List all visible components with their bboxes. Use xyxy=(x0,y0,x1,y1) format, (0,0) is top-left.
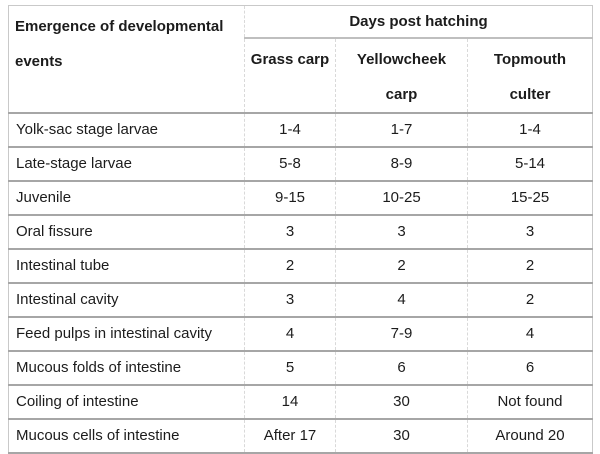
value-cell: 15-25 xyxy=(467,179,593,215)
event-label-cell: Late-stage larvae xyxy=(8,145,245,181)
value-cell: 5-8 xyxy=(244,145,336,181)
value-cell: 2 xyxy=(335,247,468,283)
value-cell: 8-9 xyxy=(335,145,468,181)
table-row: Late-stage larvae 5-8 8-9 5-14 xyxy=(8,145,593,181)
table-row: Yolk-sac stage larvae 1-4 1-7 1-4 xyxy=(8,111,593,147)
value-cell: 30 xyxy=(335,383,468,419)
table-row: Coiling of intestine 14 30 Not found xyxy=(8,383,593,419)
event-label-cell: Coiling of intestine xyxy=(8,383,245,419)
value-cell: Around 20 xyxy=(467,417,593,454)
event-label-cell: Intestinal tube xyxy=(8,247,245,283)
column-header-topmouth-culter: Topmouth culter xyxy=(467,37,593,113)
value-cell: 4 xyxy=(244,315,336,351)
event-label-cell: Intestinal cavity xyxy=(8,281,245,317)
value-cell: 1-7 xyxy=(335,111,468,147)
value-cell: After 17 xyxy=(244,417,336,454)
value-cell: 3 xyxy=(467,213,593,249)
table-row: Feed pulps in intestinal cavity 4 7-9 4 xyxy=(8,315,593,351)
column-header-label: Yellowcheek carp xyxy=(356,50,447,103)
column-header-grass-carp: Grass carp xyxy=(244,37,336,113)
value-cell: 3 xyxy=(335,213,468,249)
value-cell: 2 xyxy=(467,281,593,317)
event-label-cell: Mucous folds of intestine xyxy=(8,349,245,385)
value-cell: 3 xyxy=(244,213,336,249)
table-row: Oral fissure 3 3 3 xyxy=(8,213,593,249)
event-label-cell: Juvenile xyxy=(8,179,245,215)
value-cell: 4 xyxy=(335,281,468,317)
event-label-cell: Oral fissure xyxy=(8,213,245,249)
value-cell: 7-9 xyxy=(335,315,468,351)
event-label-cell: Feed pulps in intestinal cavity xyxy=(8,315,245,351)
column-header-label: Topmouth culter xyxy=(493,50,567,103)
value-cell: Not found xyxy=(467,383,593,419)
corner-header-cell: Emergence of developmental events xyxy=(8,5,245,113)
header-group-row: Emergence of developmental events Days p… xyxy=(8,5,593,113)
table-row: Juvenile 9-15 10-25 15-25 xyxy=(8,179,593,215)
value-cell: 4 xyxy=(467,315,593,351)
column-header-label: Grass carp xyxy=(250,50,330,68)
table-row: Mucous folds of intestine 5 6 6 xyxy=(8,349,593,385)
table-row: Intestinal cavity 3 4 2 xyxy=(8,281,593,317)
value-cell: 9-15 xyxy=(244,179,336,215)
value-cell: 10-25 xyxy=(335,179,468,215)
event-label-cell: Yolk-sac stage larvae xyxy=(8,111,245,147)
value-cell: 6 xyxy=(467,349,593,385)
value-cell: 1-4 xyxy=(467,111,593,147)
value-cell: 14 xyxy=(244,383,336,419)
value-cell: 1-4 xyxy=(244,111,336,147)
developmental-events-table: Emergence of developmental events Days p… xyxy=(8,5,593,454)
value-cell: 5 xyxy=(244,349,336,385)
value-cell: 5-14 xyxy=(467,145,593,181)
table-row: Mucous cells of intestine After 17 30 Ar… xyxy=(8,417,593,454)
value-cell: 3 xyxy=(244,281,336,317)
group-header-cell: Days post hatching xyxy=(244,5,593,39)
column-header-yellowcheek-carp: Yellowcheek carp xyxy=(335,37,468,113)
value-cell: 2 xyxy=(467,247,593,283)
event-label-cell: Mucous cells of intestine xyxy=(8,417,245,454)
value-cell: 6 xyxy=(335,349,468,385)
value-cell: 2 xyxy=(244,247,336,283)
value-cell: 30 xyxy=(335,417,468,454)
header-species-row: Grass carp Yellowcheek carp Topmouth cul… xyxy=(9,37,593,113)
table-row: Intestinal tube 2 2 2 xyxy=(8,247,593,283)
